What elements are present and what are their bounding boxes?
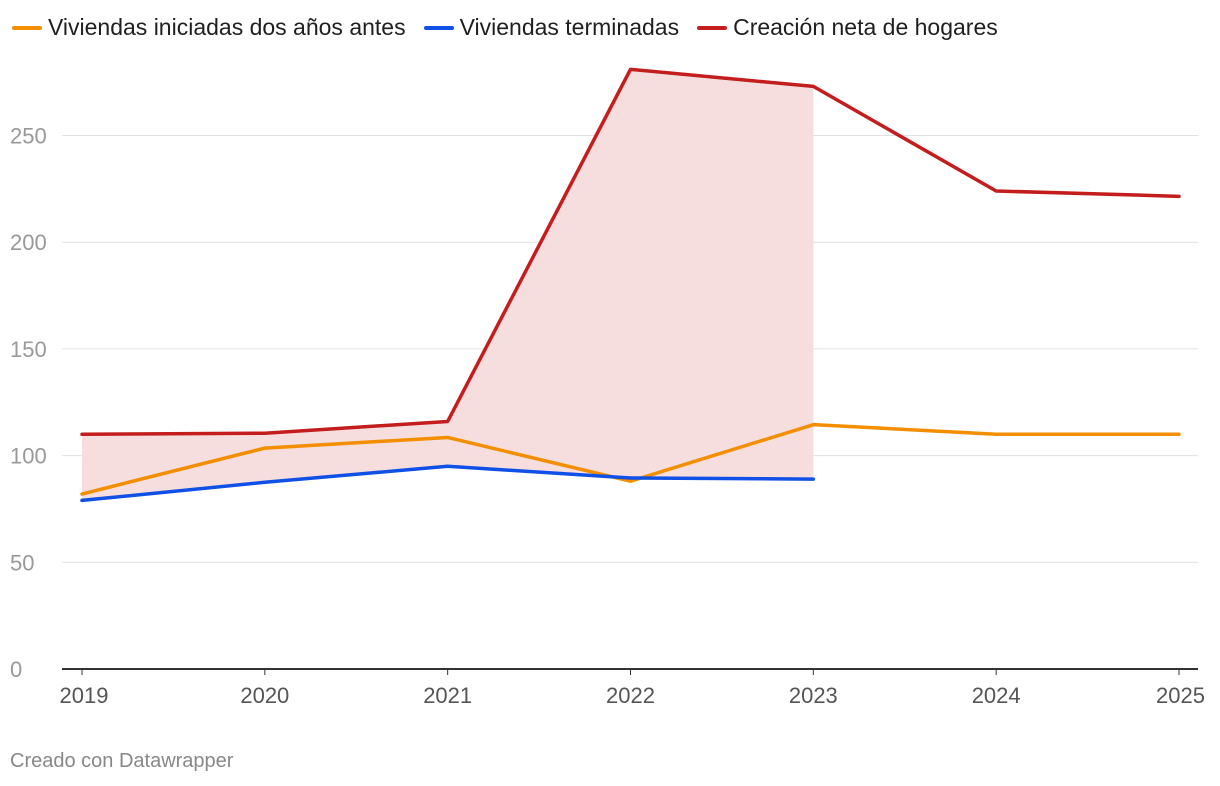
x-tick-label-2022: 2022 (606, 683, 655, 708)
y-tick-label-200: 200 (10, 230, 47, 255)
x-tick-label-2023: 2023 (789, 683, 838, 708)
chart-legend: Viviendas iniciadas dos años antes Vivie… (12, 14, 998, 41)
x-tick-label-2019: 2019 (60, 683, 109, 708)
legend-swatch-iniciadas (12, 25, 42, 30)
x-tick-label-2020: 2020 (240, 683, 289, 708)
legend-item-iniciadas: Viviendas iniciadas dos años antes (12, 14, 406, 41)
y-tick-label-50: 50 (10, 550, 34, 575)
legend-item-terminadas: Viviendas terminadas (423, 14, 680, 41)
series-lines-layer (80, 67, 1181, 503)
footer-credit: Creado con Datawrapper (10, 750, 234, 772)
x-tick-label-2024: 2024 (972, 683, 1021, 708)
y-tick-label-250: 250 (10, 124, 47, 149)
legend-label-hogares: Creación neta de hogares (733, 14, 998, 40)
y-tick-label-100: 100 (10, 444, 47, 469)
shaded-area-layer (82, 69, 814, 501)
legend-label-iniciadas: Viviendas iniciadas dos años antes (48, 14, 406, 40)
legend-swatch-terminadas (423, 25, 454, 30)
y-tick-label-150: 150 (10, 337, 47, 362)
shaded-gap-area (82, 69, 814, 501)
legend-label-terminadas: Viviendas terminadas (459, 14, 680, 40)
x-tick-label-2025: 2025 (1156, 683, 1205, 708)
legend-item-hogares: Creación neta de hogares (697, 14, 998, 41)
y-tick-label-0: 0 (10, 657, 22, 682)
x-tick-label-2021: 2021 (423, 683, 472, 708)
legend-swatch-hogares (697, 25, 728, 30)
axis-layer: 0 50 100 150 200 250 2019 2020 2021 2022 2023 2024 2… (10, 124, 1205, 709)
